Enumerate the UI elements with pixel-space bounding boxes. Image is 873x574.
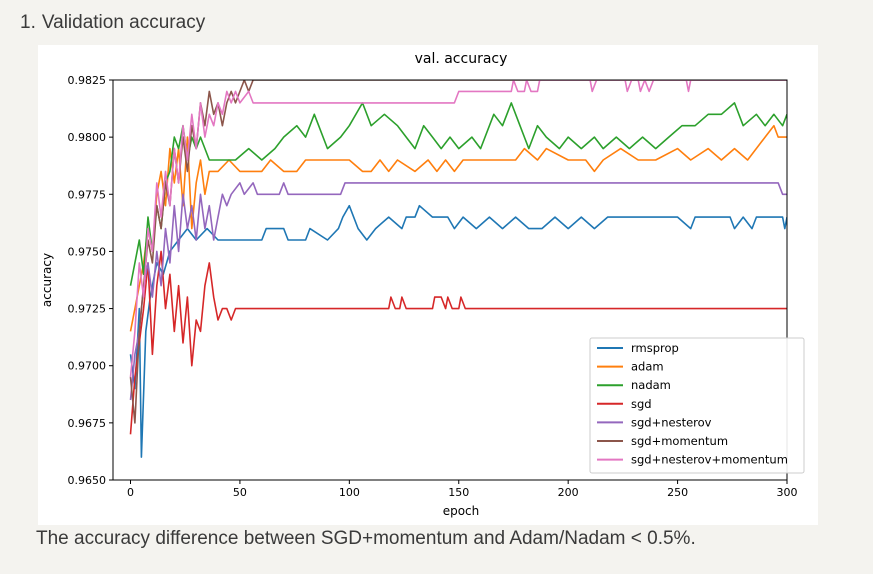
chart-title: val. accuracy: [415, 51, 508, 67]
series-line-nadam: [129, 102, 787, 286]
legend-box: [589, 337, 805, 474]
section-title: Validation accuracy: [41, 12, 206, 33]
legend-label: nadam: [631, 378, 671, 392]
x-tick-label: 300: [777, 486, 798, 499]
x-tick-label: 250: [667, 486, 688, 499]
legend-label: sgd+momentum: [631, 434, 728, 448]
y-axis: 0.9650 0.9675 0.9700 0.9725 0.9750 0.9775 0.98…: [68, 74, 113, 487]
series-line-adam: [129, 124, 787, 332]
section-heading: 1. Validation accuracy: [20, 12, 205, 34]
y-tick-label: 0.9700: [68, 360, 107, 373]
legend: rmsprop adam nadam sgd sgd+nesterov sgd+momen…: [589, 337, 805, 474]
y-tick-label: 0.9650: [68, 474, 107, 487]
legend-label: adam: [631, 360, 664, 374]
section-number: 1.: [20, 12, 36, 33]
x-tick-label: 50: [233, 486, 247, 499]
series-line-sgd-momentum: [129, 80, 787, 424]
y-tick-label: 0.9725: [68, 303, 107, 316]
y-axis-label: accuracy: [40, 253, 54, 307]
x-tick-label: 150: [448, 486, 469, 499]
series-line-sgd-nesterov-momentum: [129, 80, 787, 378]
legend-label: sgd: [631, 397, 652, 411]
x-axis-label: epoch: [443, 504, 480, 518]
y-tick-label: 0.9775: [68, 188, 107, 201]
chart-figure: val. accuracy 0 50 100 150 200 250 300 0.9650 0…: [38, 45, 818, 525]
y-tick-label: 0.9800: [68, 131, 107, 144]
x-tick-label: 100: [339, 486, 360, 499]
caption-text: The accuracy difference between SGD+mome…: [36, 528, 696, 549]
legend-label: rmsprop: [631, 341, 679, 355]
x-tick-label: 0: [127, 486, 134, 499]
series-line-sgd-nesterov: [129, 182, 787, 401]
y-tick-label: 0.9675: [68, 417, 107, 430]
x-axis: 0 50 100 150 200 250 300: [127, 480, 798, 499]
line-chart: val. accuracy 0 50 100 150 200 250 300 0.96500…: [40, 51, 805, 518]
x-tick-label: 200: [558, 486, 579, 499]
series-layer: [129, 80, 787, 458]
y-tick-label: 0.9825: [68, 74, 107, 87]
y-tick-label: 0.9750: [68, 245, 107, 258]
plot-frame: [112, 79, 788, 481]
legend-label: sgd+nesterov: [631, 415, 712, 429]
legend-label: sgd+nesterov+momentum: [631, 453, 788, 467]
